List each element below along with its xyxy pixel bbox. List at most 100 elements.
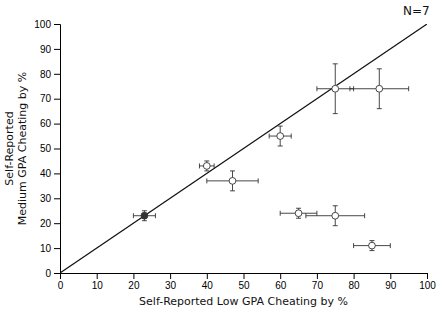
y-error-bar xyxy=(296,208,301,218)
x-tick-label: 60 xyxy=(275,280,287,291)
plot-area: 0 10 20 30 40 50 60 70 80 90 100 0 10 20 30 40 50 60 70 80 9… xyxy=(34,19,436,291)
y-tick-mark xyxy=(54,74,60,75)
x-error-bar xyxy=(269,134,291,139)
x-error-bar xyxy=(133,213,155,218)
y-tick-label: 30 xyxy=(40,193,52,204)
x-error-bar xyxy=(306,213,365,218)
x-error-bar xyxy=(317,86,354,91)
x-tick-mark xyxy=(427,273,428,279)
y-tick-mark xyxy=(54,173,60,174)
x-error-bar xyxy=(350,86,409,91)
y-tick-mark xyxy=(54,99,60,100)
x-tick: 70 xyxy=(312,273,324,291)
point xyxy=(376,85,383,92)
y-tick-label: 100 xyxy=(34,19,51,30)
y-tick-label: 90 xyxy=(40,44,52,55)
x-tick-mark xyxy=(133,273,134,279)
x-tick-label: 40 xyxy=(202,280,214,291)
x-tick-mark xyxy=(354,273,355,279)
y-tick-mark xyxy=(54,124,60,125)
y-tick: 70 xyxy=(40,93,60,104)
x-tick: 20 xyxy=(128,273,140,291)
x-tick-mark xyxy=(97,273,98,279)
x-tick: 10 xyxy=(92,273,104,291)
y-axis-title: Self-ReportedMedium GPA Cheating by % xyxy=(3,72,29,225)
x-tick: 90 xyxy=(385,273,397,291)
y-tick: 20 xyxy=(40,218,60,229)
y-tick-mark xyxy=(54,248,60,249)
point xyxy=(277,133,284,140)
y-tick-label: 20 xyxy=(40,218,52,229)
x-error-bar xyxy=(207,178,258,183)
y-tick: 60 xyxy=(40,118,60,129)
y-tick: 40 xyxy=(40,168,60,179)
y-error-bar xyxy=(278,126,283,146)
x-tick-label: 90 xyxy=(385,280,397,291)
x-tick: 30 xyxy=(165,273,177,291)
x-tick-label: 50 xyxy=(238,280,250,291)
x-tick: 100 xyxy=(419,273,436,291)
y-error-bar xyxy=(377,69,382,109)
point xyxy=(203,163,210,170)
x-tick-label: 10 xyxy=(92,280,104,291)
y-tick: 50 xyxy=(40,143,60,154)
y-tick-label: 0 xyxy=(45,268,51,279)
x-tick-label: 80 xyxy=(349,280,361,291)
x-tick-mark xyxy=(207,273,208,279)
reference-line xyxy=(60,24,427,273)
x-tick-label: 30 xyxy=(165,280,177,291)
y-tick-mark xyxy=(54,273,60,274)
point xyxy=(369,242,376,249)
y-tick-mark xyxy=(54,24,60,25)
y-tick: 100 xyxy=(34,19,60,30)
x-error-bar xyxy=(354,243,391,248)
y-tick-mark xyxy=(54,223,60,224)
x-axis-line xyxy=(61,274,428,280)
x-tick: 60 xyxy=(275,273,287,291)
point xyxy=(332,85,339,92)
point xyxy=(332,212,339,219)
point xyxy=(141,212,148,219)
x-tick-label: 20 xyxy=(128,280,140,291)
y-tick-mark xyxy=(54,149,60,150)
x-tick: 80 xyxy=(349,273,361,291)
x-tick-mark xyxy=(390,273,391,279)
x-tick: 50 xyxy=(238,273,250,291)
y-error-bar xyxy=(333,64,338,114)
x-tick-mark xyxy=(317,273,318,279)
y-axis-line xyxy=(54,25,61,274)
x-tick-mark xyxy=(280,273,281,279)
x-axis-title: Self-Reported Low GPA Cheating by % xyxy=(139,295,348,308)
chart: 0 10 20 30 40 50 60 70 80 90 100 0 10 20 30 40 50 60 70 80 9… xyxy=(0,0,443,313)
marks xyxy=(60,24,427,273)
y-error-bar xyxy=(333,206,338,226)
y-tick-label: 10 xyxy=(40,243,52,254)
point xyxy=(295,210,302,217)
y-error-bar xyxy=(142,211,147,221)
y-tick: 30 xyxy=(40,193,60,204)
x-error-bar xyxy=(199,163,214,168)
y-tick-label: 60 xyxy=(40,118,52,129)
point xyxy=(229,177,236,184)
y-tick-mark xyxy=(54,49,60,50)
x-tick-mark xyxy=(170,273,171,279)
annotation: N=7 xyxy=(403,4,430,18)
y-tick-mark xyxy=(54,198,60,199)
x-tick-label: 70 xyxy=(312,280,324,291)
y-tick: 80 xyxy=(40,69,60,80)
y-tick: 90 xyxy=(40,44,60,55)
x-error-bar xyxy=(280,211,317,216)
y-tick: 0 xyxy=(45,268,60,279)
y-axis: 0 10 20 30 40 50 60 70 80 90 100 xyxy=(34,19,60,279)
x-axis: 0 10 20 30 40 50 60 70 80 90 100 xyxy=(58,273,437,291)
x-tick-label: 0 xyxy=(58,280,64,291)
x-tick-mark xyxy=(244,273,245,279)
y-error-bar xyxy=(230,171,235,191)
x-tick-label: 100 xyxy=(419,280,436,291)
y-error-bar xyxy=(204,161,209,171)
y-tick-label: 80 xyxy=(40,69,52,80)
y-tick: 10 xyxy=(40,243,60,254)
y-tick-label: 50 xyxy=(40,143,52,154)
x-tick: 40 xyxy=(202,273,214,291)
y-tick-label: 70 xyxy=(40,93,52,104)
